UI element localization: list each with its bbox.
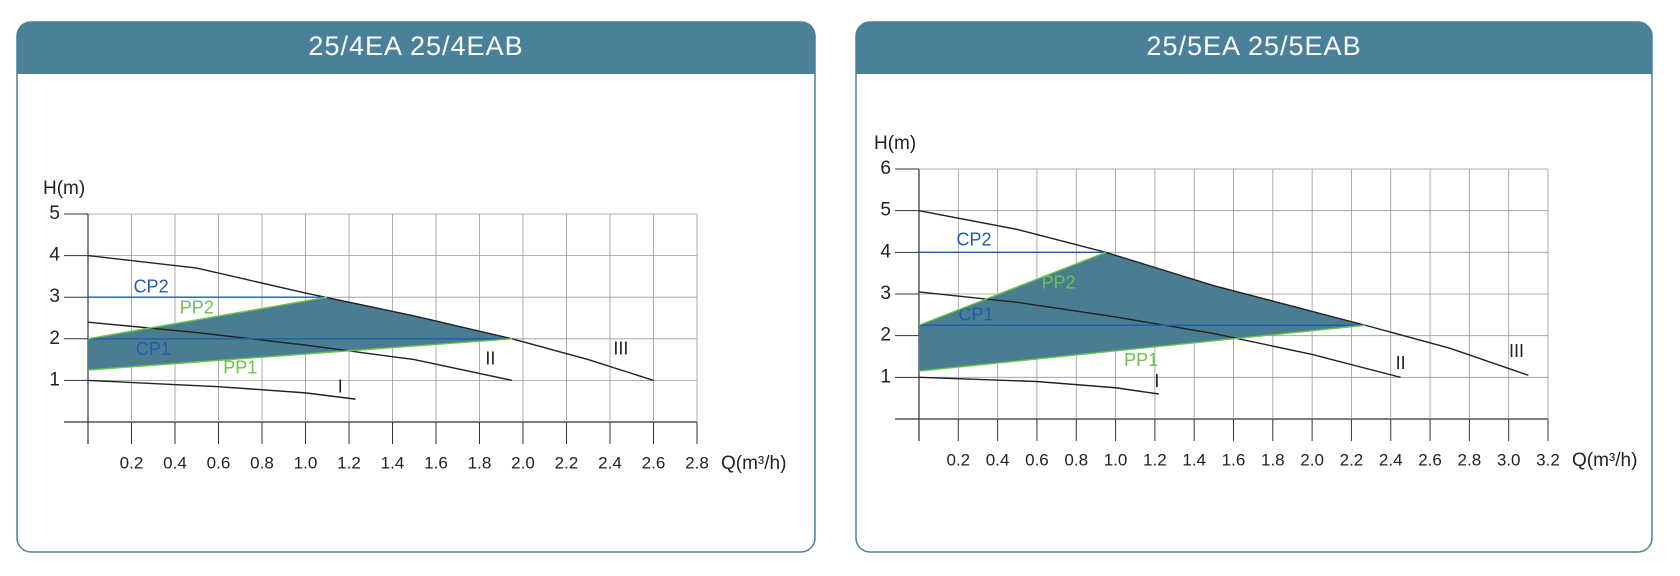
x-tick-label: 0.8 bbox=[1064, 450, 1088, 469]
x-tick-label: 0.6 bbox=[1025, 450, 1049, 469]
curve bbox=[87, 254, 654, 382]
y-tick-label: 1 bbox=[49, 369, 60, 390]
x-tick-label: 1.0 bbox=[1104, 450, 1128, 469]
curve-label: PP1 bbox=[1124, 350, 1158, 370]
curve bbox=[918, 251, 1106, 326]
panel-header bbox=[856, 22, 1652, 74]
x-tick-label: 1.8 bbox=[1261, 450, 1285, 469]
curve-label: CP1 bbox=[958, 304, 993, 324]
x-tick-label: 2.4 bbox=[598, 453, 622, 472]
y-tick-label: 3 bbox=[49, 286, 60, 307]
curve bbox=[918, 324, 1366, 372]
x-tick-label: 0.2 bbox=[120, 453, 144, 472]
y-tick-label: 2 bbox=[49, 328, 60, 349]
x-tick-label: 2.6 bbox=[642, 453, 666, 472]
y-axis-label: H(m) bbox=[874, 133, 916, 154]
x-tick-label: 1.6 bbox=[1222, 450, 1246, 469]
curve-label: I bbox=[338, 377, 343, 397]
x-tick-label: 1.0 bbox=[294, 453, 318, 472]
panel-header bbox=[17, 22, 815, 74]
y-tick-label: 2 bbox=[880, 325, 891, 346]
x-tick-label: 1.2 bbox=[337, 453, 361, 472]
x-tick-label: 1.8 bbox=[468, 453, 492, 472]
x-tick-label: 0.4 bbox=[163, 453, 187, 472]
chart-title: 25/4EA 25/4EAB bbox=[308, 31, 523, 61]
curve-label: II bbox=[1396, 353, 1406, 373]
y-tick-label: 5 bbox=[880, 200, 891, 221]
x-tick-label: 1.6 bbox=[424, 453, 448, 472]
x-tick-label: 2.2 bbox=[555, 453, 579, 472]
x-tick-label: 1.4 bbox=[1182, 450, 1206, 469]
x-tick-label: 2.2 bbox=[1340, 450, 1364, 469]
x-tick-label: 2.0 bbox=[511, 453, 535, 472]
curve-label: PP2 bbox=[180, 298, 214, 318]
curve-label: III bbox=[1509, 341, 1524, 361]
x-tick-label: 3.0 bbox=[1497, 450, 1521, 469]
y-tick-label: 5 bbox=[49, 203, 60, 224]
y-tick-label: 1 bbox=[880, 366, 891, 387]
x-tick-label: 0.2 bbox=[946, 450, 970, 469]
curve-label: CP2 bbox=[957, 229, 992, 249]
chart-title: 25/5EA 25/5EAB bbox=[1146, 31, 1361, 61]
x-tick-label: 1.2 bbox=[1143, 450, 1167, 469]
y-tick-label: 4 bbox=[880, 241, 891, 262]
y-tick-label: 6 bbox=[880, 158, 891, 179]
curve bbox=[87, 338, 513, 371]
curve bbox=[918, 209, 1529, 376]
x-tick-label: 3.2 bbox=[1536, 450, 1560, 469]
curve-label: PP1 bbox=[223, 358, 257, 378]
x-tick-label: 2.4 bbox=[1379, 450, 1403, 469]
x-axis-label: Q(m³/h) bbox=[1572, 450, 1637, 471]
x-tick-label: 2.8 bbox=[1458, 450, 1482, 469]
x-tick-label: 1.4 bbox=[381, 453, 405, 472]
curve bbox=[87, 321, 513, 382]
x-tick-label: 2.6 bbox=[1418, 450, 1442, 469]
x-tick-label: 0.4 bbox=[986, 450, 1010, 469]
x-tick-label: 0.6 bbox=[207, 453, 231, 472]
curve bbox=[918, 376, 1159, 395]
panel bbox=[855, 21, 1653, 553]
curve-label: I bbox=[1154, 371, 1159, 391]
curve-label: II bbox=[485, 348, 495, 368]
curve-label: CP1 bbox=[136, 339, 171, 359]
operating-area bbox=[88, 297, 513, 370]
y-tick-label: 4 bbox=[49, 245, 60, 266]
curve-label: III bbox=[613, 338, 628, 358]
x-tick-label: 2.8 bbox=[685, 453, 709, 472]
x-tick-label: 2.0 bbox=[1300, 450, 1324, 469]
x-tick-label: 0.8 bbox=[250, 453, 274, 472]
x-axis-label: Q(m³/h) bbox=[721, 453, 786, 474]
curve-label: PP2 bbox=[1042, 272, 1076, 292]
curve bbox=[87, 379, 356, 400]
y-tick-label: 3 bbox=[880, 283, 891, 304]
y-axis-label: H(m) bbox=[43, 178, 85, 199]
curve-label: CP2 bbox=[134, 276, 169, 296]
curve bbox=[87, 296, 328, 340]
